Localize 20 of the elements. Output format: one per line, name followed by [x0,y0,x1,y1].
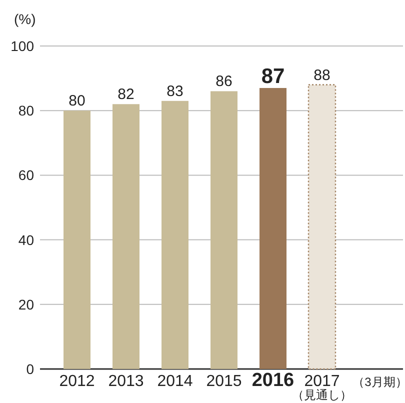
y-tick-label: 80 [18,102,34,119]
x-axis-title: （3月期） [352,375,405,389]
y-tick-label: 20 [18,296,34,312]
data-label: 87 [261,64,285,88]
data-label: 83 [166,82,184,100]
y-tick-label: 0 [26,361,34,377]
x-tick-label: 2016 [252,370,294,391]
x-tick-label: 2017 （見通し） [292,373,352,402]
data-label: 80 [68,92,86,110]
x-tick-label: 2012 [59,373,95,390]
x-tick-label: 2014 [157,373,193,390]
data-label: 82 [118,86,134,104]
y-axis-title: (%) [14,11,36,27]
x-tick-label: 2013 [108,373,144,390]
y-tick-label: 40 [18,232,34,248]
data-label: 88 [314,66,330,84]
y-tick-label: 60 [18,167,34,184]
y-tick-label: 100 [10,38,34,54]
data-label: 86 [216,73,232,90]
x-tick-label: 2015 [206,373,242,390]
